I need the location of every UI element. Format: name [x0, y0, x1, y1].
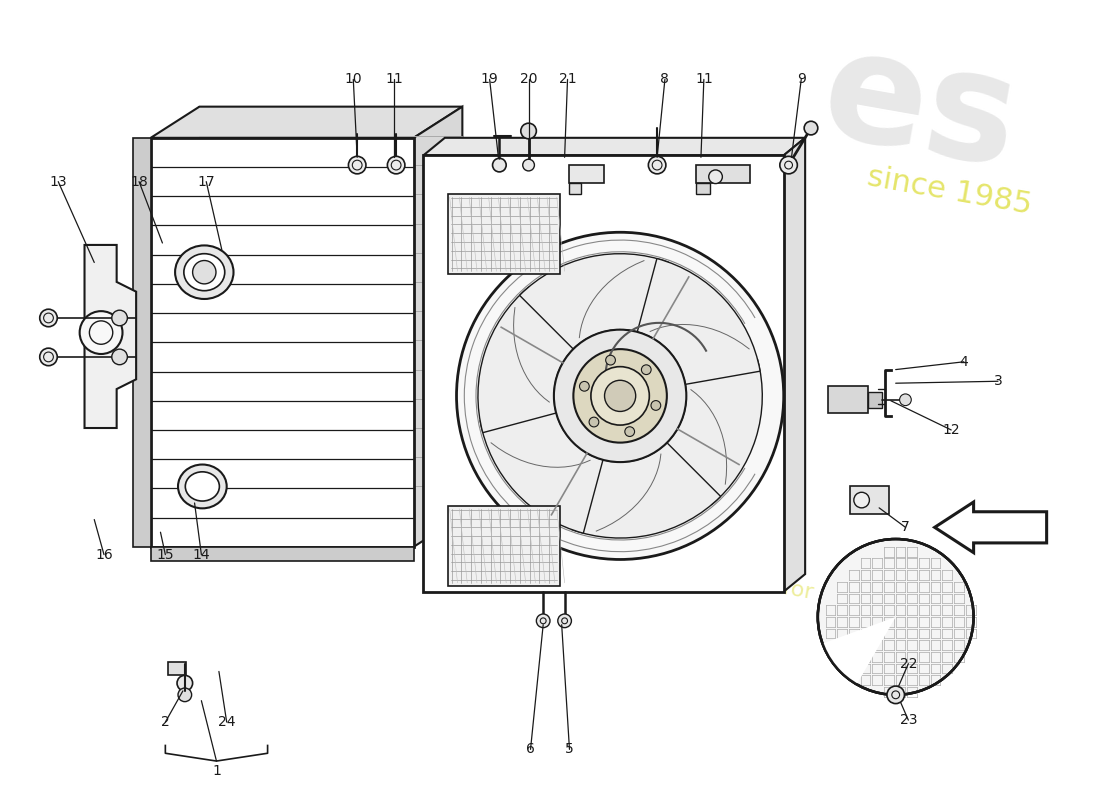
- Text: 10: 10: [344, 72, 362, 86]
- Circle shape: [651, 401, 661, 410]
- Circle shape: [387, 156, 405, 174]
- Circle shape: [192, 261, 216, 284]
- Text: 9: 9: [796, 72, 805, 86]
- Text: 12: 12: [943, 423, 960, 437]
- Circle shape: [817, 539, 974, 695]
- Wedge shape: [519, 254, 669, 349]
- Text: 3: 3: [993, 374, 1002, 388]
- Text: 11: 11: [385, 72, 403, 86]
- FancyArrow shape: [935, 502, 1046, 553]
- Circle shape: [641, 365, 651, 374]
- Text: 4: 4: [959, 354, 968, 369]
- Bar: [696, 165, 749, 182]
- Circle shape: [606, 355, 615, 365]
- Circle shape: [112, 349, 128, 365]
- Polygon shape: [85, 245, 136, 428]
- Bar: [133, 138, 151, 547]
- Polygon shape: [199, 106, 462, 516]
- Bar: [868, 392, 882, 407]
- Wedge shape: [823, 617, 895, 684]
- Circle shape: [40, 310, 57, 326]
- Text: 8: 8: [660, 72, 669, 86]
- Text: es: es: [812, 18, 1028, 199]
- Text: a passion for parts: a passion for parts: [670, 558, 878, 614]
- Text: 18: 18: [130, 174, 147, 189]
- Circle shape: [804, 122, 817, 135]
- Text: 15: 15: [156, 548, 174, 562]
- Text: 17: 17: [197, 174, 216, 189]
- Circle shape: [554, 330, 686, 462]
- Circle shape: [591, 366, 649, 425]
- Circle shape: [177, 675, 192, 691]
- Bar: [151, 138, 414, 547]
- Polygon shape: [783, 138, 805, 592]
- Circle shape: [520, 123, 537, 138]
- Text: 24: 24: [218, 715, 235, 729]
- Circle shape: [854, 492, 869, 508]
- Wedge shape: [480, 407, 603, 534]
- Text: 22: 22: [900, 657, 917, 670]
- Wedge shape: [477, 287, 578, 433]
- Bar: [448, 194, 560, 274]
- Polygon shape: [444, 138, 805, 574]
- Circle shape: [780, 156, 798, 174]
- Text: 20: 20: [520, 72, 537, 86]
- Text: 19: 19: [481, 72, 498, 86]
- Text: 7: 7: [901, 520, 910, 534]
- Wedge shape: [637, 258, 760, 384]
- Text: 16: 16: [95, 548, 113, 562]
- Text: 21: 21: [559, 72, 576, 86]
- Ellipse shape: [185, 472, 219, 501]
- Wedge shape: [572, 442, 720, 538]
- Polygon shape: [151, 106, 462, 138]
- Circle shape: [493, 158, 506, 172]
- Circle shape: [79, 311, 122, 354]
- Bar: [448, 506, 560, 586]
- Bar: [570, 182, 581, 194]
- Bar: [424, 155, 783, 592]
- Text: 14: 14: [192, 548, 210, 562]
- Circle shape: [112, 310, 128, 326]
- Text: 6: 6: [526, 742, 535, 756]
- Text: since 1985: since 1985: [865, 162, 1034, 220]
- Polygon shape: [414, 106, 462, 547]
- Circle shape: [580, 382, 590, 391]
- Circle shape: [558, 614, 571, 628]
- Circle shape: [178, 688, 191, 702]
- Circle shape: [708, 170, 723, 183]
- Circle shape: [573, 349, 667, 442]
- Bar: [570, 165, 604, 182]
- Circle shape: [456, 232, 783, 559]
- Circle shape: [625, 426, 635, 437]
- Bar: [696, 182, 710, 194]
- Bar: [850, 486, 889, 514]
- Ellipse shape: [184, 254, 224, 290]
- Bar: [827, 386, 868, 414]
- Text: 23: 23: [900, 713, 917, 727]
- Circle shape: [349, 156, 366, 174]
- Text: 5: 5: [565, 742, 574, 756]
- Circle shape: [537, 614, 550, 628]
- Circle shape: [887, 686, 904, 703]
- Circle shape: [648, 156, 666, 174]
- Text: 13: 13: [50, 174, 67, 189]
- Text: 11: 11: [695, 72, 713, 86]
- Circle shape: [590, 417, 598, 427]
- Bar: [168, 662, 186, 675]
- Circle shape: [900, 394, 911, 406]
- Bar: [151, 547, 414, 562]
- Ellipse shape: [178, 465, 227, 508]
- Circle shape: [605, 380, 636, 411]
- Circle shape: [522, 159, 535, 171]
- Circle shape: [40, 348, 57, 366]
- Wedge shape: [662, 359, 762, 505]
- Text: 2: 2: [161, 715, 169, 729]
- Ellipse shape: [175, 246, 233, 299]
- Text: 1: 1: [212, 764, 221, 778]
- Polygon shape: [424, 138, 805, 155]
